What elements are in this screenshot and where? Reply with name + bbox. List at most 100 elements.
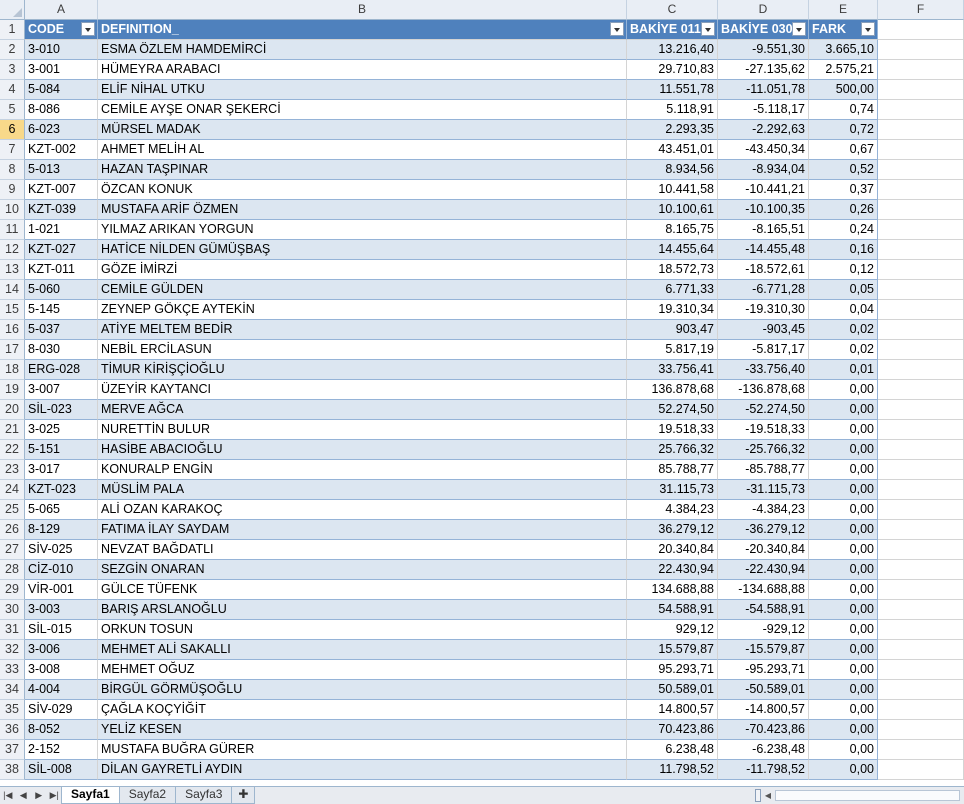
bakiye-011-cell[interactable]: 19.310,34 <box>627 300 718 320</box>
row-header[interactable]: 32 <box>0 640 25 660</box>
definition-cell[interactable]: ZEYNEP GÖKÇE AYTEKİN <box>98 300 627 320</box>
fark-cell[interactable]: 0,52 <box>809 160 878 180</box>
code-cell[interactable]: 3-010 <box>25 40 98 60</box>
scroll-left-icon[interactable]: ◀ <box>764 791 772 800</box>
row-header[interactable]: 29 <box>0 580 25 600</box>
scroll-track[interactable] <box>775 790 960 801</box>
row-header[interactable]: 22 <box>0 440 25 460</box>
bakiye-011-cell[interactable]: 85.788,77 <box>627 460 718 480</box>
code-cell[interactable]: 5-145 <box>25 300 98 320</box>
definition-cell[interactable]: CEMİLE GÜLDEN <box>98 280 627 300</box>
empty-cell[interactable] <box>878 500 964 520</box>
definition-cell[interactable]: MÜRSEL MADAK <box>98 120 627 140</box>
bakiye-011-cell[interactable]: 43.451,01 <box>627 140 718 160</box>
code-cell[interactable]: SİV-029 <box>25 700 98 720</box>
code-cell[interactable]: SİL-023 <box>25 400 98 420</box>
code-cell[interactable]: 5-065 <box>25 500 98 520</box>
empty-cell[interactable] <box>878 360 964 380</box>
fark-cell[interactable]: 0,67 <box>809 140 878 160</box>
empty-cell[interactable] <box>878 320 964 340</box>
fark-cell[interactable]: 0,04 <box>809 300 878 320</box>
last-sheet-icon[interactable]: ▶| <box>49 790 59 800</box>
code-cell[interactable]: 8-030 <box>25 340 98 360</box>
bakiye-011-cell[interactable]: 6.238,48 <box>627 740 718 760</box>
empty-cell[interactable] <box>878 600 964 620</box>
empty-cell[interactable] <box>878 680 964 700</box>
bakiye-030-cell[interactable]: -9.551,30 <box>718 40 809 60</box>
header-fark[interactable]: FARK <box>809 20 878 40</box>
bakiye-030-cell[interactable]: -2.292,63 <box>718 120 809 140</box>
row-header[interactable]: 38 <box>0 760 25 780</box>
column-header-a[interactable]: A <box>25 0 98 20</box>
code-cell[interactable]: ERG-028 <box>25 360 98 380</box>
empty-cell[interactable] <box>878 240 964 260</box>
bakiye-011-cell[interactable]: 36.279,12 <box>627 520 718 540</box>
fark-cell[interactable]: 0,00 <box>809 760 878 780</box>
code-cell[interactable]: KZT-023 <box>25 480 98 500</box>
filter-dropdown-icon[interactable] <box>610 22 624 36</box>
definition-cell[interactable]: KONURALP ENGİN <box>98 460 627 480</box>
fark-cell[interactable]: 0,00 <box>809 500 878 520</box>
fark-cell[interactable]: 0,00 <box>809 680 878 700</box>
first-sheet-icon[interactable]: |◀ <box>3 790 13 800</box>
fark-cell[interactable]: 2.575,21 <box>809 60 878 80</box>
code-cell[interactable]: 5-037 <box>25 320 98 340</box>
empty-cell[interactable] <box>878 460 964 480</box>
empty-cell[interactable] <box>878 340 964 360</box>
fark-cell[interactable]: 0,00 <box>809 700 878 720</box>
definition-cell[interactable]: NURETTİN BULUR <box>98 420 627 440</box>
definition-cell[interactable]: YILMAZ ARIKAN YORGUN <box>98 220 627 240</box>
header-bakiye-030[interactable]: BAKİYE 030 <box>718 20 809 40</box>
bakiye-011-cell[interactable]: 20.340,84 <box>627 540 718 560</box>
code-cell[interactable]: 8-086 <box>25 100 98 120</box>
bakiye-011-cell[interactable]: 10.441,58 <box>627 180 718 200</box>
code-cell[interactable]: KZT-027 <box>25 240 98 260</box>
tab-split-handle[interactable] <box>755 789 761 802</box>
column-header-b[interactable]: B <box>98 0 627 20</box>
definition-cell[interactable]: MUSTAFA ARİF ÖZMEN <box>98 200 627 220</box>
row-header[interactable]: 8 <box>0 160 25 180</box>
bakiye-030-cell[interactable]: -31.115,73 <box>718 480 809 500</box>
row-header[interactable]: 31 <box>0 620 25 640</box>
bakiye-030-cell[interactable]: -6.238,48 <box>718 740 809 760</box>
definition-cell[interactable]: AHMET MELİH AL <box>98 140 627 160</box>
row-header[interactable]: 4 <box>0 80 25 100</box>
bakiye-030-cell[interactable]: -903,45 <box>718 320 809 340</box>
sheet-tab-sayfa2[interactable]: Sayfa2 <box>118 787 177 804</box>
row-header[interactable]: 10 <box>0 200 25 220</box>
sheet-tab-sayfa3[interactable]: Sayfa3 <box>175 787 233 804</box>
bakiye-011-cell[interactable]: 134.688,88 <box>627 580 718 600</box>
bakiye-030-cell[interactable]: -11.051,78 <box>718 80 809 100</box>
horizontal-scrollbar[interactable]: ◀ <box>755 789 960 802</box>
filter-dropdown-icon[interactable] <box>81 22 95 36</box>
definition-cell[interactable]: ÜZEYİR KAYTANCI <box>98 380 627 400</box>
row-header[interactable]: 5 <box>0 100 25 120</box>
definition-cell[interactable]: FATIMA İLAY SAYDAM <box>98 520 627 540</box>
row-header[interactable]: 26 <box>0 520 25 540</box>
empty-cell[interactable] <box>878 580 964 600</box>
row-header[interactable]: 23 <box>0 460 25 480</box>
empty-cell[interactable] <box>878 100 964 120</box>
bakiye-011-cell[interactable]: 5.817,19 <box>627 340 718 360</box>
definition-cell[interactable]: BİRGÜL GÖRMÜŞOĞLU <box>98 680 627 700</box>
fark-cell[interactable]: 500,00 <box>809 80 878 100</box>
code-cell[interactable]: 1-021 <box>25 220 98 240</box>
definition-cell[interactable]: GÖZE İMİRZİ <box>98 260 627 280</box>
bakiye-011-cell[interactable]: 136.878,68 <box>627 380 718 400</box>
definition-cell[interactable]: SEZGİN ONARAN <box>98 560 627 580</box>
empty-cell[interactable] <box>878 300 964 320</box>
definition-cell[interactable]: MUSTAFA BUĞRA GÜRER <box>98 740 627 760</box>
definition-cell[interactable]: GÜLCE TÜFENK <box>98 580 627 600</box>
fark-cell[interactable]: 0,26 <box>809 200 878 220</box>
empty-cell[interactable] <box>878 480 964 500</box>
bakiye-030-cell[interactable]: -14.455,48 <box>718 240 809 260</box>
fark-cell[interactable]: 0,00 <box>809 740 878 760</box>
row-header[interactable]: 20 <box>0 400 25 420</box>
bakiye-011-cell[interactable]: 52.274,50 <box>627 400 718 420</box>
bakiye-030-cell[interactable]: -95.293,71 <box>718 660 809 680</box>
code-cell[interactable]: 3-007 <box>25 380 98 400</box>
code-cell[interactable]: 3-017 <box>25 460 98 480</box>
bakiye-030-cell[interactable]: -19.310,30 <box>718 300 809 320</box>
empty-cell[interactable] <box>878 540 964 560</box>
definition-cell[interactable]: ELİF NİHAL UTKU <box>98 80 627 100</box>
